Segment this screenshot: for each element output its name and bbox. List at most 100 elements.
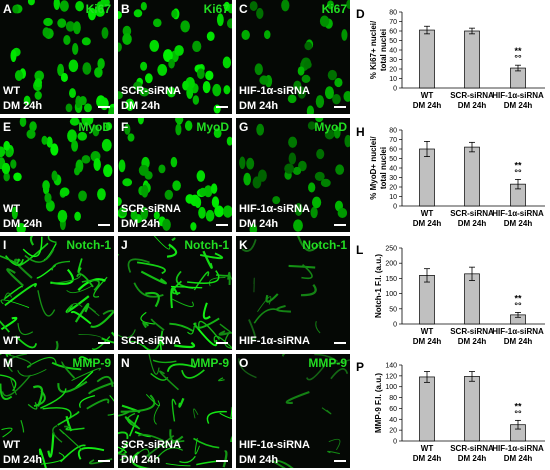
nucleus bbox=[65, 21, 75, 32]
panel-letter: B bbox=[121, 2, 130, 16]
fiber bbox=[187, 270, 220, 284]
micrograph: M MMP-9 WT DM 24h bbox=[0, 354, 114, 468]
x-tick-label: DM 24h bbox=[504, 454, 533, 463]
nucleus bbox=[95, 8, 105, 17]
fiber bbox=[124, 416, 141, 430]
fiber bbox=[253, 308, 281, 324]
fiber bbox=[219, 412, 232, 419]
treatment-label: DM 24h bbox=[3, 454, 42, 466]
image-background bbox=[0, 236, 114, 350]
x-tick-label: DM 24h bbox=[458, 454, 487, 463]
nucleus bbox=[284, 163, 295, 174]
fiber bbox=[47, 432, 55, 458]
nucleus bbox=[205, 209, 215, 222]
fiber bbox=[107, 395, 114, 416]
fiber bbox=[1, 374, 32, 397]
signal bbox=[241, 236, 321, 341]
nucleus bbox=[59, 0, 69, 12]
fiber bbox=[142, 321, 150, 329]
y-axis-label: % MyoD+ nuclei/ bbox=[369, 136, 378, 200]
nucleus bbox=[216, 13, 224, 27]
nucleus bbox=[29, 121, 37, 132]
fiber bbox=[76, 273, 94, 288]
nucleus bbox=[122, 25, 132, 37]
fiber bbox=[145, 393, 161, 407]
nucleus bbox=[133, 81, 143, 91]
nucleus bbox=[246, 157, 255, 170]
significance-mark: °° bbox=[514, 167, 522, 177]
fiber bbox=[102, 309, 114, 315]
fiber bbox=[330, 359, 350, 366]
panel-letter: I bbox=[3, 238, 6, 252]
nucleus bbox=[94, 67, 103, 78]
y-tick-label: 0 bbox=[393, 86, 397, 93]
nucleus bbox=[139, 87, 150, 97]
fiber bbox=[178, 397, 185, 408]
nucleus bbox=[301, 74, 311, 84]
fiber bbox=[153, 405, 160, 425]
signal bbox=[0, 236, 114, 350]
error-bar bbox=[424, 371, 430, 383]
nucleus bbox=[172, 180, 181, 191]
nucleus bbox=[163, 49, 173, 62]
fiber bbox=[248, 319, 256, 341]
fiber bbox=[145, 291, 160, 308]
nucleus bbox=[343, 90, 350, 102]
nucleus bbox=[316, 148, 325, 160]
nucleus bbox=[223, 85, 231, 95]
nucleus bbox=[304, 41, 313, 51]
nucleus bbox=[192, 95, 200, 105]
nucleus bbox=[288, 136, 298, 148]
nucleus bbox=[168, 58, 175, 69]
fiber bbox=[71, 367, 102, 381]
nucleus bbox=[198, 206, 206, 219]
nucleus bbox=[303, 60, 312, 69]
fiber bbox=[52, 424, 63, 443]
x-tick-label: HIF-1α-siRNA bbox=[492, 209, 544, 218]
nucleus bbox=[311, 196, 322, 209]
fiber bbox=[330, 368, 349, 380]
nucleus bbox=[105, 122, 113, 131]
y-tick-label: 10 bbox=[389, 194, 397, 201]
condition-label: HIF-1α-siRNA bbox=[239, 439, 310, 451]
fiber bbox=[17, 323, 34, 336]
nucleus bbox=[314, 171, 325, 182]
fiber bbox=[15, 335, 37, 349]
x-tick-label: DM 24h bbox=[458, 101, 487, 110]
nucleus bbox=[103, 164, 113, 178]
nucleus bbox=[118, 10, 122, 20]
nucleus bbox=[333, 126, 341, 139]
fiber bbox=[26, 357, 57, 368]
fiber bbox=[194, 438, 200, 455]
error-bar bbox=[424, 25, 430, 35]
fiber bbox=[91, 335, 111, 350]
bar bbox=[464, 273, 480, 325]
nucleus bbox=[82, 62, 92, 75]
nucleus bbox=[254, 63, 263, 76]
x-tick-label: WT bbox=[421, 91, 434, 100]
nucleus bbox=[16, 223, 26, 232]
y-tick-label: 50 bbox=[389, 38, 397, 45]
nucleus bbox=[214, 205, 224, 218]
nucleus bbox=[292, 166, 302, 175]
error-bar bbox=[424, 140, 430, 158]
fiber bbox=[171, 280, 182, 295]
nucleus bbox=[59, 187, 70, 197]
fiber bbox=[276, 459, 294, 468]
error-bar bbox=[469, 371, 475, 382]
fiber bbox=[7, 354, 28, 373]
nucleus bbox=[259, 75, 269, 85]
signal bbox=[0, 354, 114, 468]
significance-mark: ** bbox=[514, 401, 522, 411]
fiber bbox=[128, 415, 139, 437]
nucleus bbox=[57, 18, 67, 28]
signal bbox=[0, 118, 113, 232]
fiber bbox=[32, 385, 44, 407]
fiber bbox=[42, 407, 72, 419]
fiber bbox=[169, 429, 184, 443]
nucleus bbox=[140, 206, 149, 220]
nucleus bbox=[101, 27, 109, 39]
fiber bbox=[121, 404, 141, 414]
fiber bbox=[140, 311, 155, 325]
significance-mark: ** bbox=[514, 160, 522, 170]
